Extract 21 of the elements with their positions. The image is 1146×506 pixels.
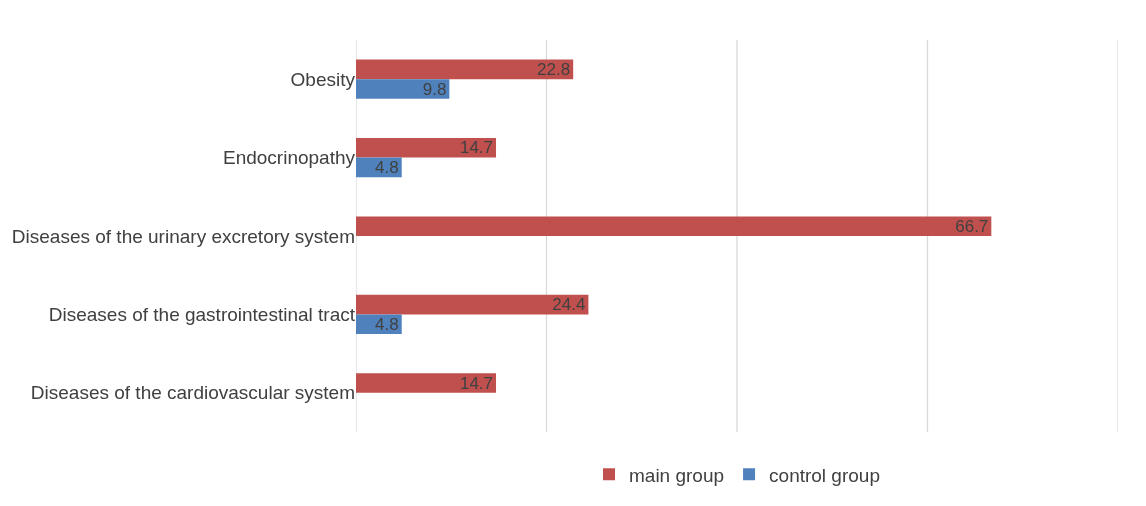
data-label: 4.8 <box>375 157 399 177</box>
legend-label: main group <box>629 464 725 486</box>
y-tick-label: Diseases of the gastrointestinal tract <box>48 304 356 326</box>
bar <box>356 79 450 99</box>
data-label: 14.7 <box>459 373 494 393</box>
y-tick-label: Endocrinopathy <box>222 147 356 169</box>
y-tick-label: Diseases of the urinary excretory system <box>11 225 355 247</box>
data-label: 14.7 <box>459 138 494 158</box>
bar <box>356 216 992 236</box>
data-label: 9.8 <box>422 79 447 99</box>
y-tick-label: Obesity <box>290 68 356 90</box>
data-label: 4.8 <box>375 314 399 334</box>
data-label: 22.8 <box>537 59 571 79</box>
legend-label: control group <box>769 464 880 486</box>
bar <box>356 373 497 393</box>
bar <box>356 138 497 158</box>
y-tick-label: Diseases of the cardiovascular system <box>30 382 355 404</box>
bar <box>356 59 574 80</box>
bar <box>356 294 589 315</box>
data-label: 24.4 <box>552 295 586 315</box>
data-label: 66.7 <box>955 216 989 236</box>
